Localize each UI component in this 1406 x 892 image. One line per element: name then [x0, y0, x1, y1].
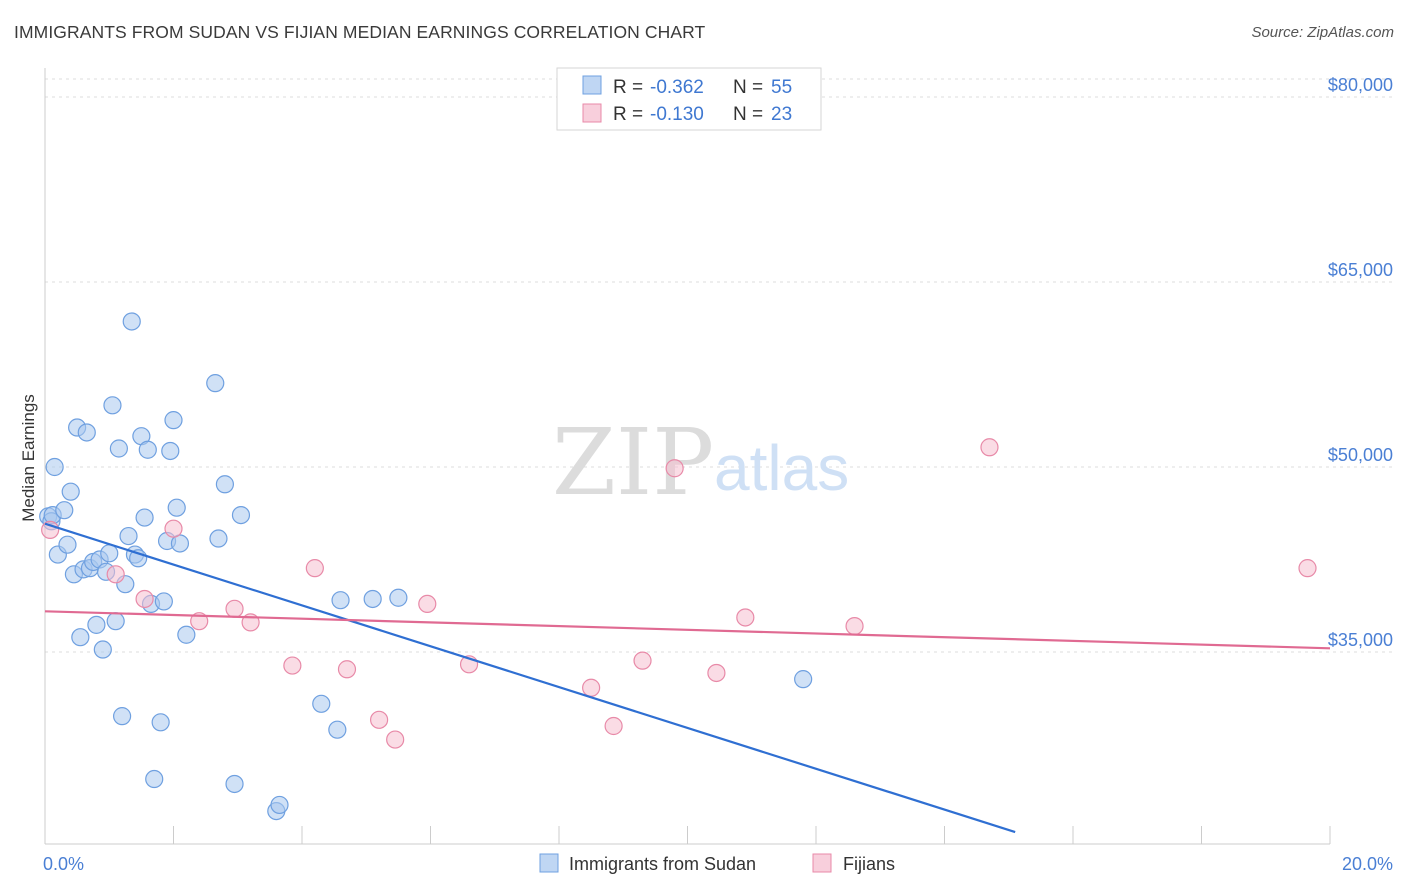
- point-fijians-11: [386, 730, 405, 749]
- stats-r-value-sudan: -0.362: [650, 77, 704, 98]
- point-sudan-5: [55, 501, 74, 520]
- point-fijians-2: [135, 589, 154, 609]
- stats-n-label-sudan: N =: [733, 77, 763, 98]
- point-sudan-15: [87, 615, 106, 634]
- watermark-atlas: atlas: [714, 432, 849, 504]
- point-sudan-3: [45, 457, 64, 477]
- stats-n-label-fijians: N =: [733, 104, 763, 125]
- point-fijians-8: [305, 559, 324, 578]
- stats-r-label-sudan: R =: [613, 77, 643, 98]
- trend-lines: [44, 522, 1331, 834]
- point-sudan-6: [58, 535, 77, 554]
- point-sudan-38: [164, 411, 183, 430]
- point-sudan-37: [161, 441, 180, 461]
- legend-swatch-sudan[interactable]: [539, 853, 559, 873]
- point-fijians-10: [370, 710, 389, 729]
- point-fijians-18: [707, 663, 726, 683]
- point-sudan-35: [154, 592, 173, 611]
- point-sudan-30: [135, 508, 154, 527]
- stats-r-label-fijians: R =: [613, 104, 643, 125]
- point-sudan-41: [177, 625, 196, 644]
- y-tick-label-0: $35,000: [1328, 630, 1393, 650]
- trend-line-sudan: [44, 522, 1016, 834]
- point-sudan-52: [363, 589, 382, 609]
- y-tick-label-2: $65,000: [1328, 260, 1393, 280]
- x-ticks: [173, 826, 1331, 844]
- point-fijians-14: [582, 678, 601, 697]
- stats-swatch-fijians: [582, 103, 602, 123]
- stats-n-value-fijians: 23: [771, 104, 792, 125]
- point-fijians-1: [106, 565, 125, 584]
- point-sudan-42: [206, 374, 225, 393]
- y-tick-labels: $35,000 $50,000 $65,000 $80,000: [1328, 75, 1393, 650]
- point-sudan-19: [100, 544, 119, 563]
- point-fijians-16: [633, 651, 652, 670]
- point-fijians-9: [337, 660, 357, 679]
- point-sudan-23: [112, 707, 132, 726]
- point-sudan-48: [270, 795, 289, 815]
- point-sudan-44: [215, 475, 234, 494]
- series-legend: Immigrants from Sudan Fijians: [539, 853, 895, 874]
- point-sudan-34: [151, 713, 170, 732]
- watermark: ZIP atlas: [552, 409, 849, 516]
- scatter-points: [39, 312, 1317, 821]
- point-fijians-12: [418, 594, 437, 614]
- y-tick-label-3: $80,000: [1328, 75, 1393, 95]
- point-sudan-25: [119, 526, 138, 546]
- point-sudan-21: [106, 612, 125, 631]
- point-sudan-10: [71, 628, 90, 647]
- point-sudan-20: [103, 396, 122, 415]
- point-sudan-22: [109, 439, 128, 458]
- point-sudan-45: [225, 774, 244, 794]
- y-tick-label-1: $50,000: [1328, 445, 1393, 465]
- y-axis-label: Median Earnings: [19, 394, 38, 522]
- point-sudan-43: [209, 529, 228, 548]
- point-sudan-46: [231, 505, 251, 525]
- point-sudan-31: [138, 440, 157, 459]
- chart-title: IMMIGRANTS FROM SUDAN VS FIJIAN MEDIAN E…: [14, 22, 706, 42]
- point-fijians-22: [1298, 559, 1317, 578]
- point-fijians-17: [665, 459, 684, 478]
- legend-label-sudan[interactable]: Immigrants from Sudan: [569, 854, 756, 874]
- point-sudan-17: [93, 640, 112, 659]
- point-sudan-51: [331, 591, 350, 610]
- point-sudan-54: [794, 670, 813, 689]
- point-sudan-12: [77, 423, 96, 442]
- point-fijians-19: [736, 608, 755, 627]
- x-tick-label-start: 0.0%: [43, 854, 84, 874]
- legend-swatch-fijians[interactable]: [812, 853, 832, 873]
- point-sudan-7: [61, 482, 80, 501]
- point-fijians-5: [225, 599, 244, 618]
- legend-label-fijians[interactable]: Fijians: [843, 854, 895, 874]
- stats-legend: R = -0.362 N = 55 R = -0.130 N = 23: [556, 67, 822, 131]
- point-fijians-20: [845, 616, 864, 636]
- watermark-zip: ZIP: [552, 409, 714, 516]
- gridlines: [45, 78, 1393, 653]
- stats-r-value-fijians: -0.130: [650, 104, 704, 125]
- chart-source: Source: ZipAtlas.com: [1251, 24, 1394, 41]
- point-fijians-0: [41, 520, 60, 540]
- trend-line-fijians: [44, 610, 1331, 650]
- point-sudan-26: [122, 312, 141, 331]
- point-sudan-49: [312, 694, 331, 713]
- point-fijians-21: [980, 438, 999, 457]
- x-tick-label-end: 20.0%: [1342, 854, 1393, 874]
- point-fijians-3: [164, 519, 183, 538]
- stats-swatch-sudan: [582, 75, 602, 95]
- point-fijians-7: [283, 656, 302, 675]
- point-sudan-53: [389, 588, 408, 607]
- point-fijians-15: [604, 716, 623, 736]
- point-sudan-50: [328, 720, 347, 739]
- stats-n-value-sudan: 55: [771, 77, 792, 98]
- point-sudan-33: [145, 769, 164, 789]
- point-sudan-39: [167, 498, 186, 517]
